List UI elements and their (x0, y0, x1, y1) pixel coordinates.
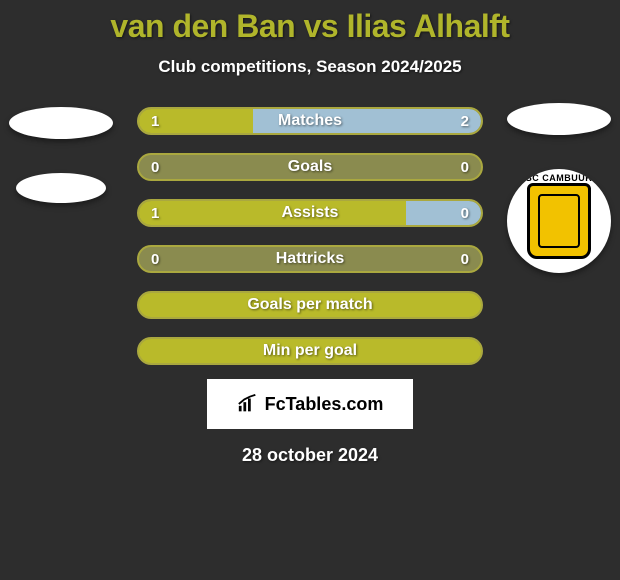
stat-row: 10Assists (137, 199, 483, 227)
stat-label: Min per goal (139, 339, 481, 363)
left-badge-2 (16, 173, 106, 203)
left-badge-1 (9, 107, 113, 139)
stat-row: 00Hattricks (137, 245, 483, 273)
stat-label: Matches (139, 109, 481, 133)
player-left-name: van den Ban (110, 8, 295, 44)
stat-label: Assists (139, 201, 481, 225)
stat-label: Goals (139, 155, 481, 179)
page-title: van den Ban vs Ilias Alhalft (0, 8, 620, 45)
left-player-badges (6, 107, 116, 203)
stat-label: Hattricks (139, 247, 481, 271)
right-player-badges: SC CAMBUUR (504, 103, 614, 273)
subtitle: Club competitions, Season 2024/2025 (0, 57, 620, 77)
club-name-text: SC CAMBUUR (526, 173, 593, 183)
stat-row: 12Matches (137, 107, 483, 135)
right-club-logo: SC CAMBUUR (507, 169, 611, 273)
date-text: 28 october 2024 (0, 445, 620, 466)
stat-row: 00Goals (137, 153, 483, 181)
branding-box: FcTables.com (207, 379, 413, 429)
chart-icon (237, 394, 259, 414)
stat-label: Goals per match (139, 293, 481, 317)
right-badge-1 (507, 103, 611, 135)
stat-row: Min per goal (137, 337, 483, 365)
shield-icon (527, 183, 591, 259)
comparison-area: SC CAMBUUR 12Matches 00Goals 10Assists 00Ha… (0, 107, 620, 365)
infographic-root: van den Ban vs Ilias Alhalft Club compet… (0, 0, 620, 466)
stat-row: Goals per match (137, 291, 483, 319)
stat-bars: 12Matches 00Goals 10Assists 00Hattricks Goal… (137, 107, 483, 365)
branding-text: FcTables.com (265, 394, 384, 415)
player-right-name: Ilias Alhalft (347, 8, 510, 44)
vs-text: vs (304, 8, 339, 44)
